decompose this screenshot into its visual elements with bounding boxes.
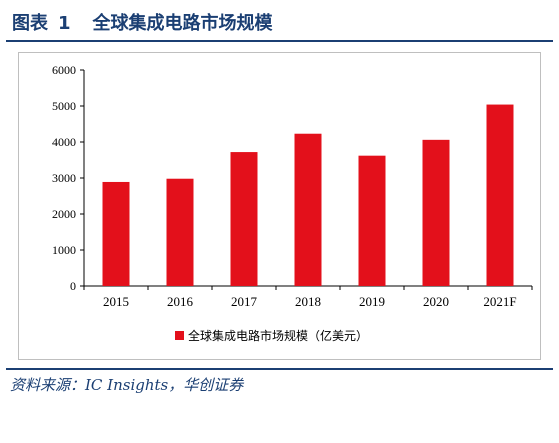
legend-swatch (175, 331, 184, 340)
y-tick-label: 3000 (52, 171, 76, 185)
x-tick-label: 2017 (231, 294, 258, 309)
x-tick-label: 2015 (103, 294, 129, 309)
y-tick-label: 2000 (52, 207, 76, 221)
footer-rule (6, 368, 553, 370)
title-rule (6, 40, 553, 42)
x-tick-label: 2018 (295, 294, 321, 309)
figure-title: 图表 1 全球集成电路市场规模 (12, 9, 273, 35)
y-tick-label: 4000 (52, 135, 76, 149)
figure-header: 图表 1 全球集成电路市场规模 (0, 0, 559, 44)
bar (102, 181, 130, 286)
y-tick-label: 1000 (52, 243, 76, 257)
figure-title-text: 全球集成电路市场规模 (92, 13, 273, 34)
figure-label: 图表 (12, 13, 48, 34)
bar (230, 152, 258, 286)
source-note: 资料来源：IC Insights，华创证券 (10, 376, 244, 394)
bar (358, 155, 386, 286)
bar (486, 104, 514, 286)
bar (422, 139, 450, 286)
x-tick-label: 2016 (167, 294, 194, 309)
bar (294, 133, 322, 286)
figure-number: 1 (58, 13, 71, 34)
y-tick-label: 5000 (52, 99, 76, 113)
y-tick-label: 0 (70, 279, 76, 293)
legend-label: 全球集成电路市场规模（亿美元） (188, 328, 368, 343)
x-tick-label: 2020 (423, 294, 449, 309)
x-tick-label: 2019 (359, 294, 385, 309)
x-tick-label: 2021F (483, 294, 516, 309)
y-tick-label: 6000 (52, 63, 76, 77)
bar (166, 178, 194, 286)
